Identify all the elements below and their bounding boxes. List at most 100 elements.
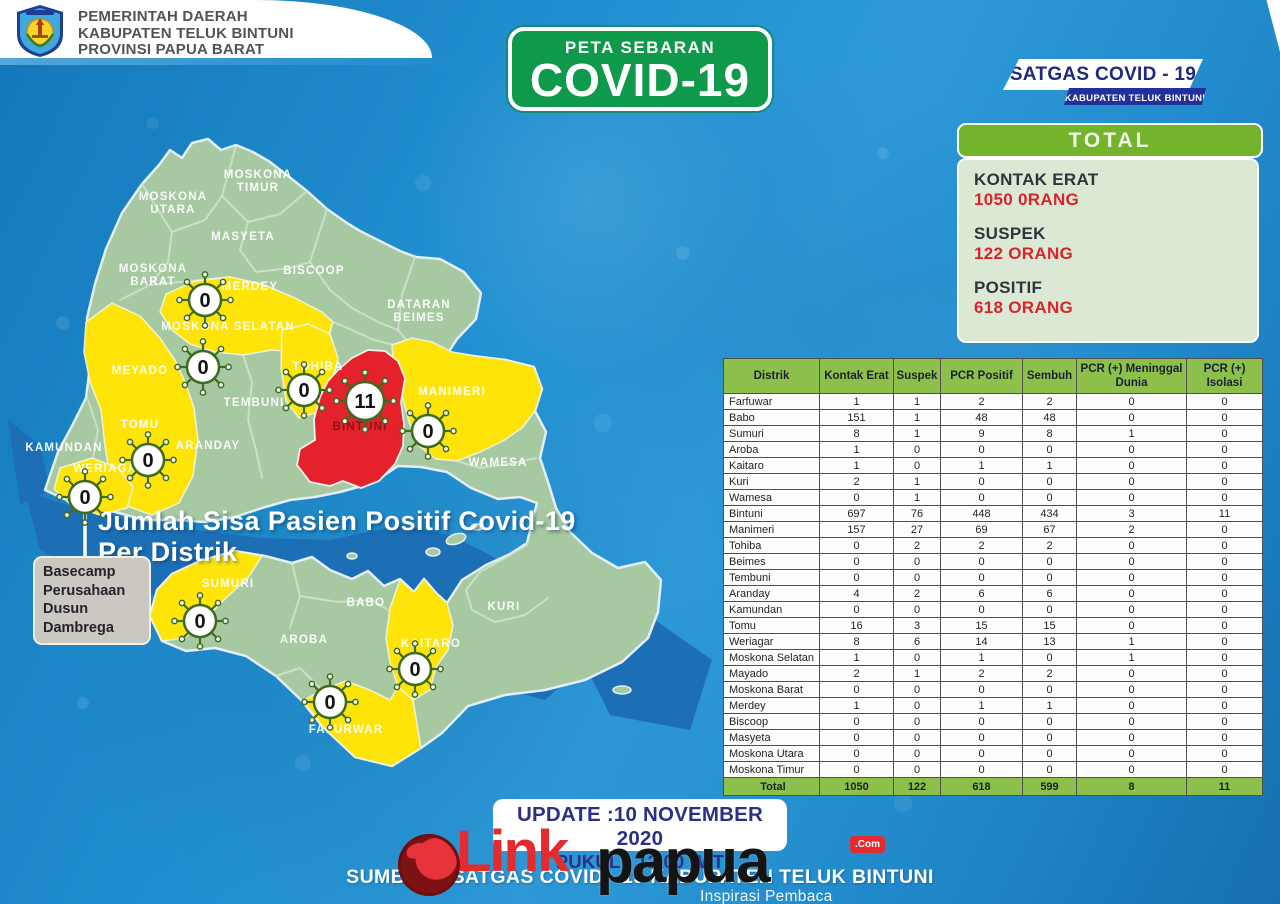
column-header: PCR Positif xyxy=(940,358,1023,394)
table-total-row: Total 1050 122 618 599 8 11 xyxy=(723,777,1263,796)
case-count: 0 xyxy=(197,357,208,379)
table-cell: 0 xyxy=(1022,649,1077,666)
table-cell: Moskona Utara xyxy=(723,745,820,762)
table-cell: 0 xyxy=(1076,441,1187,458)
table-row: Biscoop 0 0 0 0 0 0 xyxy=(723,713,1263,730)
table-cell: 0 xyxy=(1022,489,1077,506)
table-cell: 0 xyxy=(1076,665,1187,682)
case-badge-manimeri: 0 xyxy=(399,402,457,460)
table-cell: 0 xyxy=(1076,569,1187,586)
table-cell: 1 xyxy=(893,425,941,442)
table-cell: 0 xyxy=(1186,585,1263,602)
table-cell: 0 xyxy=(1076,537,1187,554)
district-label-moskona-selatan: MOSKONA SELATAN xyxy=(161,321,294,333)
table-total-cell: 1050 xyxy=(819,777,894,796)
table-cell: 2 xyxy=(893,537,941,554)
table-cell: 0 xyxy=(1076,393,1187,410)
district-label-biscoop: BISCOOP xyxy=(283,265,344,277)
table-cell: 0 xyxy=(940,713,1023,730)
table-cell: 1 xyxy=(1022,697,1077,714)
table-cell: 2 xyxy=(1022,537,1077,554)
district-label-kamundan: KAMUNDAN xyxy=(25,442,102,454)
table-cell: 15 xyxy=(940,617,1023,634)
table-cell: 0 xyxy=(1022,441,1077,458)
table-cell: 27 xyxy=(893,521,941,538)
island xyxy=(612,685,632,695)
case-count: 0 xyxy=(324,692,335,714)
table-cell: 0 xyxy=(1022,713,1077,730)
table-cell: 1 xyxy=(893,393,941,410)
table-cell: 0 xyxy=(893,457,941,474)
bay-water-west xyxy=(8,420,50,505)
table-row: Aranday 4 2 6 6 0 0 xyxy=(723,585,1263,602)
table-cell: 1 xyxy=(940,697,1023,714)
table-cell: Moskona Timur xyxy=(723,761,820,778)
table-cell: Tohiba xyxy=(723,537,820,554)
table-cell: 0 xyxy=(1076,745,1187,762)
table-cell: 1 xyxy=(819,441,894,458)
table-row: Tomu 16 3 15 15 0 0 xyxy=(723,617,1263,634)
stat-label-kontak-erat: KONTAK ERAT xyxy=(974,170,1099,189)
case-badges: 0 0 0 11 0 0 0 0 0 0 xyxy=(56,271,457,731)
table-cell: 0 xyxy=(1186,697,1263,714)
column-header: PCR (+) Isolasi xyxy=(1186,358,1263,394)
table-cell: 0 xyxy=(1186,681,1263,698)
table-cell: 0 xyxy=(1022,601,1077,618)
table-cell: 0 xyxy=(893,681,941,698)
case-count: 11 xyxy=(354,391,375,413)
table-cell: 2 xyxy=(1022,665,1077,682)
table-cell: 6 xyxy=(1022,585,1077,602)
table-cell: 6 xyxy=(940,585,1023,602)
table-row: Kuri 2 1 0 0 0 0 xyxy=(723,473,1263,490)
table-cell: 0 xyxy=(819,745,894,762)
table-cell: 0 xyxy=(893,569,941,586)
table-cell: Kamundan xyxy=(723,601,820,618)
table-cell: 0 xyxy=(893,745,941,762)
district-label-tohiba: TOHIBA xyxy=(292,361,343,373)
table-cell: 2 xyxy=(893,585,941,602)
table-cell: 0 xyxy=(1076,681,1187,698)
table-cell: Moskona Barat xyxy=(723,681,820,698)
table-cell: 0 xyxy=(940,489,1023,506)
island xyxy=(425,547,441,557)
caption-line-2: Per Distrik xyxy=(98,537,238,567)
case-count: 0 xyxy=(422,421,433,443)
table-cell: 3 xyxy=(893,617,941,634)
table-cell: 2 xyxy=(819,665,894,682)
table-cell: 3 xyxy=(1076,505,1187,522)
district-label-masyeta: MASYETA xyxy=(211,231,275,243)
table-row: Tohiba 0 2 2 2 0 0 xyxy=(723,537,1263,554)
table-row: Merdey 1 0 1 1 0 0 xyxy=(723,697,1263,714)
table-cell: 6 xyxy=(893,633,941,650)
caption-line-1: Jumlah Sisa Pasien Positif Covid-19 xyxy=(98,506,576,536)
table-cell: 0 xyxy=(940,761,1023,778)
table-cell: 1 xyxy=(893,489,941,506)
table-cell: 0 xyxy=(1076,489,1187,506)
gov-line-2: KABUPATEN TELUK BINTUNI xyxy=(78,24,294,42)
table-cell: 0 xyxy=(1186,457,1263,474)
table-cell: Biscoop xyxy=(723,713,820,730)
table-cell: Wamesa xyxy=(723,489,820,506)
column-header: PCR (+) Meninggal Dunia xyxy=(1076,358,1187,394)
table-row: Bintuni 697 76 448 434 3 11 xyxy=(723,505,1263,522)
table-cell: Babo xyxy=(723,409,820,426)
table-cell: 0 xyxy=(1076,409,1187,426)
annotation-line-3: Dusun xyxy=(43,601,89,617)
table-row: Wamesa 0 1 0 0 0 0 xyxy=(723,489,1263,506)
district-labels: MOSKONA TIMUR MOSKONA UTARA MASYETA MOSKONA BA… xyxy=(25,169,526,736)
table-cell: 0 xyxy=(893,601,941,618)
district-table-container: Distrik Kontak Erat Suspek PCR Positif Sembu… xyxy=(723,358,1263,796)
source-line: SUMBER : SATGAS COVID - 19 KABUPATEN TEL… xyxy=(346,866,934,888)
table-row: Aroba 1 0 0 0 0 0 xyxy=(723,441,1263,458)
table-cell: 0 xyxy=(1022,553,1077,570)
table-cell: 0 xyxy=(1076,457,1187,474)
table-row: Mayado 2 1 2 2 0 0 xyxy=(723,665,1263,682)
table-cell: 0 xyxy=(940,441,1023,458)
district-label-kaitaro: KAITARO xyxy=(401,638,461,650)
table-cell: 0 xyxy=(1186,537,1263,554)
district-bintuni xyxy=(296,349,406,489)
peta-sebaran-sign: PETA SEBARAN COVID-19 xyxy=(508,27,772,111)
table-cell: 0 xyxy=(893,649,941,666)
table-cell: 0 xyxy=(819,681,894,698)
table-cell: Mayado xyxy=(723,665,820,682)
